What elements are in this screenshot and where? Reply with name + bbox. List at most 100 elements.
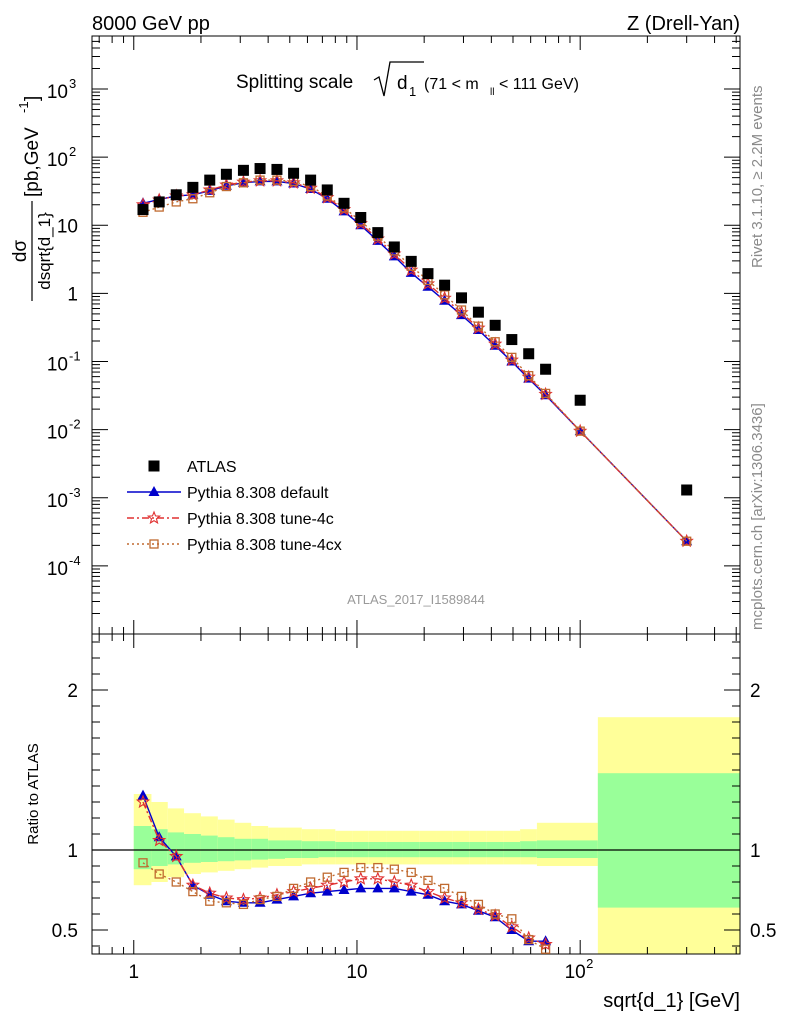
data-point: [220, 168, 232, 180]
ratio-data-point: [169, 848, 184, 863]
uncertainty-band-green: [251, 838, 269, 860]
legend-label: Pythia 8.308 tune-4c: [187, 511, 334, 528]
data-point: [439, 290, 450, 300]
analysis-watermark: ATLAS_2017_I1589844: [347, 592, 485, 607]
legend-label: Pythia 8.308 tune-4cx: [187, 537, 342, 554]
ratio-data-point: [321, 885, 333, 896]
ratio-data-point: [238, 899, 249, 910]
data-point: [388, 241, 400, 253]
ratio-data-point: [507, 914, 517, 924]
data-point: [682, 536, 692, 546]
y-tick-label: 10 -2: [47, 417, 81, 444]
data-point: [271, 163, 283, 175]
ratio-data-point: [205, 896, 215, 906]
ratio-series-line: [142, 801, 546, 946]
ratio-data-point: [138, 858, 148, 868]
ratio-data-point: [305, 887, 317, 898]
ratio-data-point: [389, 864, 399, 874]
ratio-data-point: [355, 882, 367, 893]
ratio-data-point: [338, 884, 350, 894]
ratio-data-point: [188, 886, 198, 897]
y-tick-exponent: -1: [69, 349, 81, 364]
data-point: [272, 175, 282, 185]
y-label-unit-superscript: -1: [16, 101, 31, 113]
data-point: [305, 174, 317, 186]
data-point: [523, 348, 535, 360]
ratio-data-point: [219, 890, 234, 905]
y-tick-exponent: -4: [69, 553, 81, 568]
data-point: [456, 305, 467, 315]
ratio-y-axis-ticks: 0.5 0.5 1 1 2 2: [52, 641, 776, 947]
ratio-data-point: [353, 871, 368, 885]
y-tick-exponent: -2: [69, 417, 81, 432]
y-tick-base: 10: [57, 216, 78, 237]
ratio-data-point: [456, 891, 467, 902]
ratio-data-point: [439, 883, 450, 894]
uncertainty-band-green: [217, 837, 235, 862]
data-point: [187, 181, 199, 193]
main-x-axis-ticks: [98, 36, 737, 634]
ratio-data-point: [370, 871, 385, 885]
x-tick-label: 10 2: [565, 956, 594, 983]
uncertainty-band-green: [285, 840, 302, 858]
data-point: [288, 167, 300, 179]
y-tick-base: 10: [47, 355, 68, 376]
uncertainty-band-green: [597, 773, 740, 908]
x-tick-exponent: 2: [586, 956, 593, 971]
ratio-data-point: [373, 862, 383, 873]
ratio-data-point: [388, 882, 400, 893]
ratio-x-axis-ticks: 1 10 10 2: [98, 634, 737, 983]
y-tick-label-right: 1: [750, 841, 761, 862]
ratio-data-point: [221, 898, 232, 908]
ratio-panel-frame: [91, 633, 741, 955]
y-label-unit-end: ]: [22, 96, 43, 101]
y-tick-label-right: 2: [750, 681, 761, 702]
data-point: [507, 352, 517, 363]
y-tick-base: 10: [47, 423, 68, 444]
y-tick-base: 10: [47, 491, 68, 512]
data-point: [170, 189, 182, 201]
uncertainty-band-green: [184, 834, 201, 863]
y-tick-label: 10 2: [47, 144, 76, 171]
y-tick-base: 10: [47, 559, 68, 580]
legend-marker: [148, 486, 160, 496]
ratio-data-point: [372, 882, 384, 893]
ratio-data-point: [236, 892, 251, 906]
data-point: [681, 484, 693, 496]
data-point: [355, 211, 367, 223]
main-y-axis-label: dσ dsqrt{d_1} [pb,GeV -1 ]: [10, 96, 54, 301]
ratio-data-point: [473, 899, 484, 910]
uncertainty-band-green: [536, 840, 598, 858]
data-point: [472, 306, 484, 318]
legend-label: ATLAS: [187, 459, 237, 476]
ratio-uncertainty-bands: [92, 717, 740, 954]
ratio-data-point: [154, 869, 164, 879]
data-point: [574, 394, 586, 406]
data-point: [205, 188, 215, 198]
main-plot-series: [135, 163, 694, 548]
ratio-data-point: [135, 794, 151, 809]
ratio-data-point: [524, 934, 534, 945]
title-cut-start: (71 < m: [424, 76, 479, 93]
y-tick-exponent: 3: [69, 76, 76, 91]
title-variable: d: [397, 73, 408, 94]
series-atlas: [137, 163, 693, 496]
uncertainty-band-green: [318, 841, 336, 858]
data-point: [473, 321, 484, 331]
ratio-data-point: [272, 891, 282, 902]
main-plot-title: Splitting scale d 1 (71 < m ll < 111 GeV…: [236, 61, 579, 99]
x-tick-base: 1: [128, 962, 139, 983]
y-tick-label: 10 3: [47, 76, 76, 103]
uncertainty-band-green: [520, 841, 537, 858]
data-point: [221, 181, 232, 192]
ratio-data-point: [437, 890, 452, 905]
data-point: [506, 334, 518, 346]
ratio-data-point: [271, 893, 283, 904]
uncertainty-band-green: [133, 826, 152, 870]
data-point: [153, 196, 165, 208]
data-point: [405, 255, 417, 267]
uncertainty-band-green: [200, 835, 218, 862]
data-point: [489, 319, 501, 331]
y-tick-base: 1: [67, 284, 78, 305]
